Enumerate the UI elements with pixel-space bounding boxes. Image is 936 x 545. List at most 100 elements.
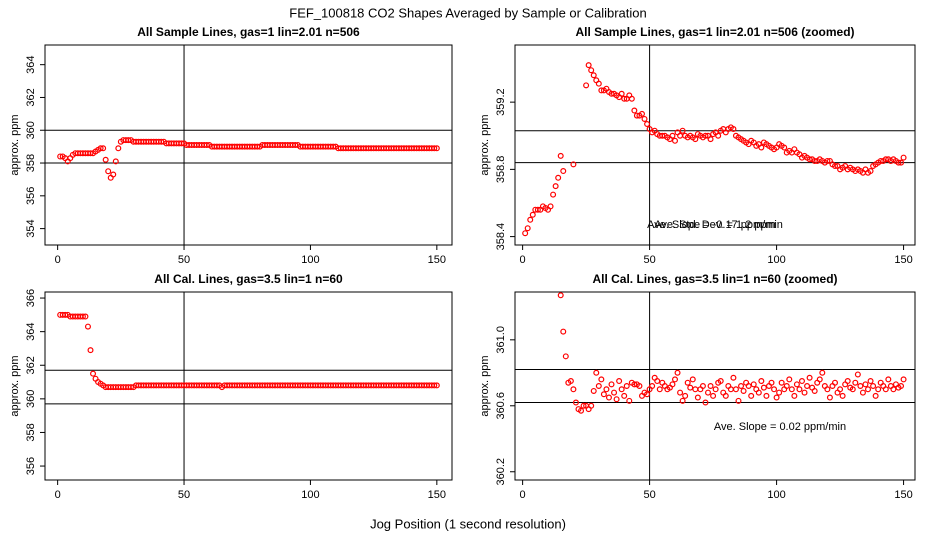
x-tick-label: 150 [894,254,912,266]
point [885,376,892,383]
point [738,383,745,390]
y-tick-label: 358.8 [495,156,507,184]
y-tick-label: 360.6 [495,392,507,420]
x-tick-label: 50 [643,489,655,501]
plot-frame [44,44,453,246]
point [898,383,905,390]
y-tick-label: 360 [25,390,37,408]
point [552,183,559,190]
point [534,206,541,213]
y-axis-label: approx. ppm [9,114,21,175]
point [687,384,694,391]
point [626,397,633,404]
point [616,378,623,385]
point [694,394,701,401]
x-tick-label: 0 [520,254,526,266]
point [791,392,798,399]
annotation: Ave. Slope = 0.02 ppm/min [714,421,846,433]
y-tick-label: 364 [25,322,37,340]
point [849,386,856,393]
point [84,323,91,330]
point [699,383,706,390]
point [557,292,564,299]
point [598,376,605,383]
point [621,95,628,102]
point [590,72,597,79]
point [600,391,607,398]
point [57,153,64,160]
annotation: Ave. Std. Dev. = 1.2 ppm [654,219,776,231]
point [644,120,651,127]
point [62,311,69,318]
point [115,145,122,152]
point [560,168,567,175]
point [705,389,712,396]
point [748,392,755,399]
panel-title: All Sample Lines, gas=1 lin=2.01 n=506 (… [575,25,854,39]
point [621,392,628,399]
point [867,168,874,175]
point [555,174,562,181]
point [178,140,185,147]
point [875,386,882,393]
point [608,90,615,97]
point [837,386,844,393]
point [773,394,780,401]
x-tick-label: 0 [55,489,61,501]
point [796,386,803,393]
x-tick-label: 100 [301,254,319,266]
point [684,379,691,386]
point [611,389,618,396]
point [527,216,534,223]
point [776,389,783,396]
point [644,391,651,398]
point [831,163,838,170]
y-tick-label: 354 [25,219,37,237]
point [105,168,112,175]
point [431,145,438,152]
point [90,370,97,377]
plot-frame [514,44,916,246]
point [330,143,337,150]
point [717,378,724,385]
point [877,157,884,164]
point [595,80,602,87]
y-tick-label: 366 [25,289,37,307]
point [570,386,577,393]
point [529,211,536,218]
point [102,156,109,163]
point [87,150,94,157]
point [203,142,210,149]
point [824,386,831,393]
point [707,136,714,143]
point [669,381,676,388]
point [882,386,889,393]
point [433,145,440,152]
point [862,381,869,388]
point [819,369,826,376]
x-axis-label: Jog Position (1 second resolution) [370,516,566,531]
point [798,378,805,385]
point [763,392,770,399]
point [689,376,696,383]
point [786,376,793,383]
point [613,396,620,403]
y-tick-label: 358 [25,154,37,172]
point [213,382,220,389]
point [110,171,117,178]
point [112,158,119,165]
point [522,230,529,237]
point [585,62,592,69]
point [730,126,737,133]
point [677,389,684,396]
y-tick-label: 359.2 [495,88,507,116]
x-tick-label: 100 [767,489,785,501]
point [745,383,752,390]
point [669,132,676,139]
point [730,374,737,381]
point [570,161,577,168]
y-tick-label: 356 [25,187,37,205]
plot-frame [44,291,453,481]
point [633,112,640,119]
point [806,374,813,381]
